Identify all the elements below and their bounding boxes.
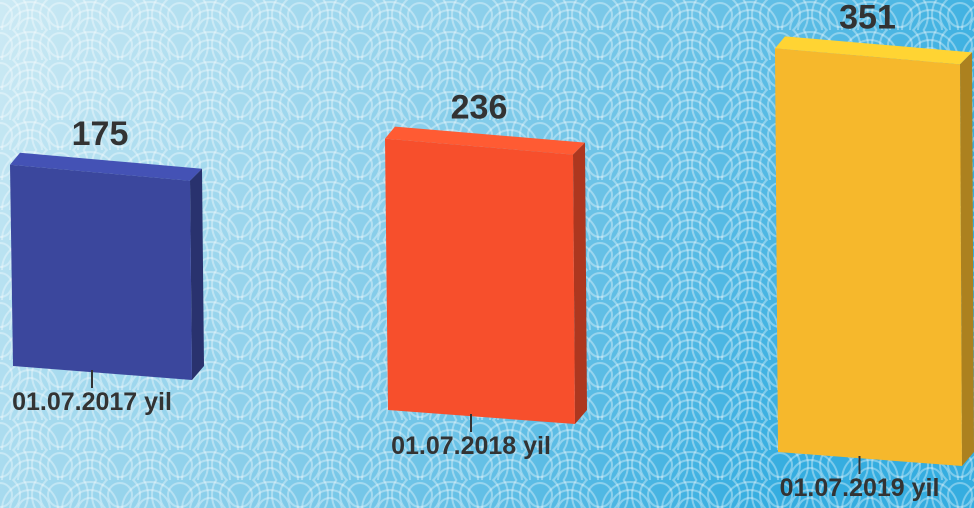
bar xyxy=(775,48,962,466)
bar-side xyxy=(573,142,587,424)
category-label: 01.07.2018 yil xyxy=(391,432,551,460)
bar-side xyxy=(190,168,204,380)
category-label: 01.07.2019 yil xyxy=(780,474,940,502)
bar-top xyxy=(775,36,972,65)
category-label: 01.07.2017 yil xyxy=(12,388,172,416)
bar xyxy=(385,138,575,424)
value-label: 351 xyxy=(839,0,896,36)
bar-top xyxy=(10,152,202,181)
value-label: 175 xyxy=(72,115,129,153)
bar-top xyxy=(385,126,585,155)
bar xyxy=(10,164,192,380)
value-label: 236 xyxy=(451,89,508,127)
bar-side xyxy=(960,52,974,466)
